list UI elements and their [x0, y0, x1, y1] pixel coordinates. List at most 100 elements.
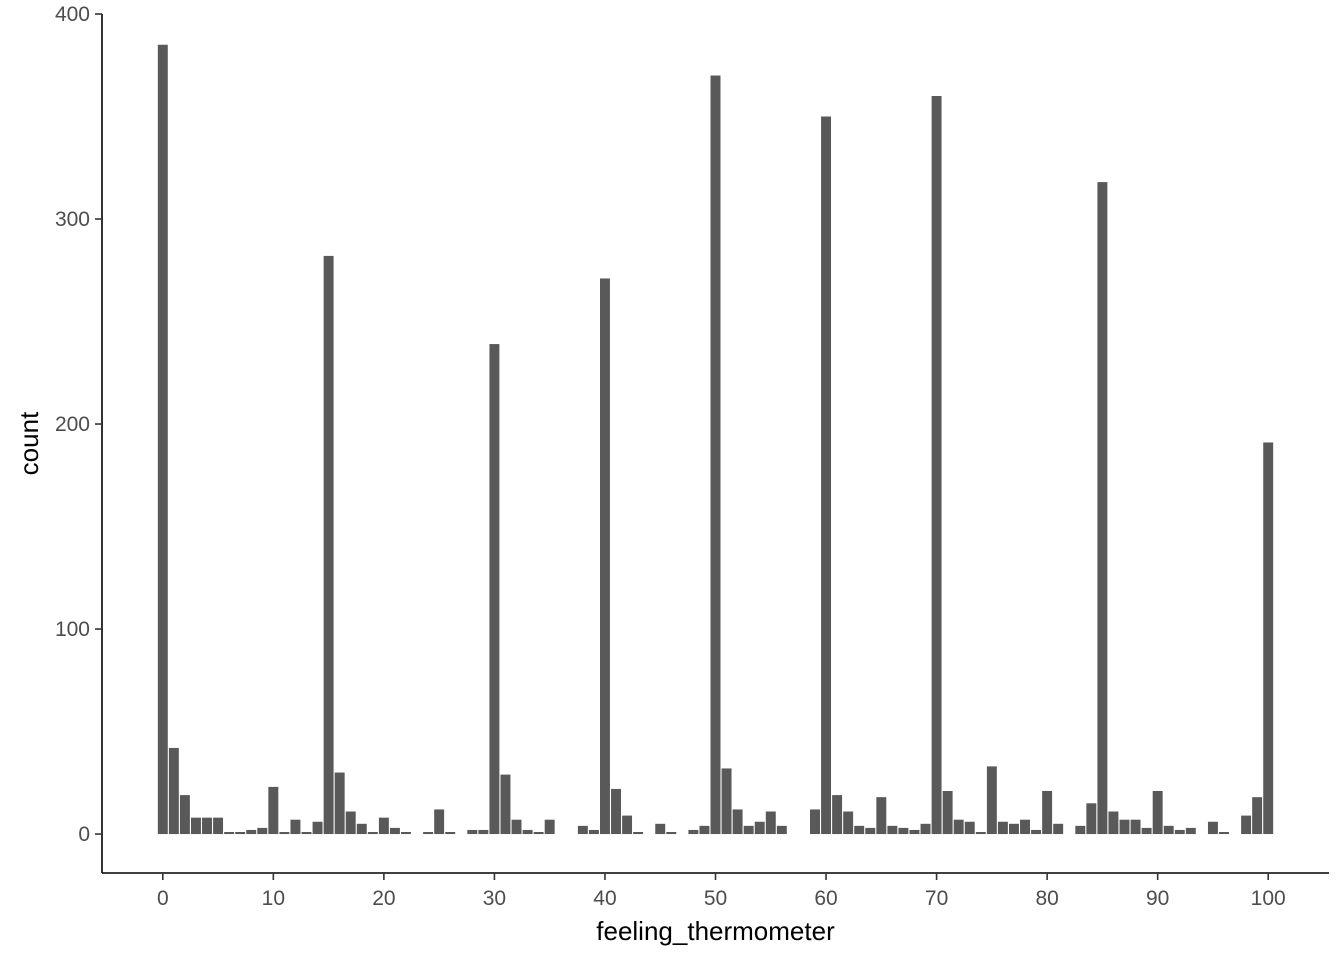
bar-89 — [1141, 827, 1152, 835]
bar-100 — [1263, 442, 1274, 835]
y-tick-label-400: 400 — [55, 3, 90, 26]
bar-50 — [710, 75, 721, 835]
bar-24 — [423, 832, 434, 835]
y-axis-title: count — [14, 411, 44, 475]
x-axis-title: feeling_thermometer — [596, 916, 835, 946]
bar-98 — [1241, 815, 1252, 835]
y-tick-label-0: 0 — [78, 823, 90, 846]
bar-17 — [345, 811, 356, 835]
x-tick-label-50: 50 — [704, 887, 727, 910]
bar-26 — [445, 832, 456, 835]
x-tick-label-70: 70 — [925, 887, 948, 910]
bar-83 — [1075, 825, 1086, 835]
bar-4 — [202, 817, 212, 835]
bar-74 — [975, 832, 986, 835]
bar-43 — [633, 832, 644, 835]
bar-40 — [599, 278, 610, 835]
bar-32 — [511, 819, 522, 835]
x-tick-label-60: 60 — [814, 887, 837, 910]
bar-20 — [378, 817, 389, 835]
bar-18 — [356, 823, 367, 835]
bar-66 — [887, 825, 898, 835]
y-tick-label-200: 200 — [55, 413, 90, 436]
x-tick-label-80: 80 — [1035, 887, 1058, 910]
bar-72 — [953, 819, 964, 835]
bar-69 — [920, 823, 931, 835]
bar-62 — [843, 811, 854, 835]
bar-91 — [1163, 825, 1174, 835]
x-axis-ticks: 0 10 20 30 40 50 60 70 80 90 100 — [157, 873, 1286, 910]
bar-29 — [478, 829, 489, 835]
bar-60 — [821, 116, 832, 835]
bar-21 — [389, 827, 400, 835]
bar-8 — [246, 829, 257, 835]
bar-5 — [213, 817, 224, 835]
bar-78 — [1020, 819, 1030, 835]
bar-61 — [832, 795, 843, 835]
bar-31 — [500, 774, 511, 835]
bar-38 — [577, 825, 588, 835]
bar-34 — [533, 832, 544, 835]
bar-12 — [290, 819, 301, 835]
bar-71 — [942, 791, 953, 835]
y-axis-ticks: 0 100 200 300 400 — [55, 3, 102, 846]
bar-14 — [312, 821, 323, 835]
bar-45 — [655, 823, 666, 835]
bar-76 — [997, 821, 1008, 835]
bar-99 — [1252, 797, 1263, 835]
bar-79 — [1031, 829, 1042, 835]
bar-39 — [588, 829, 599, 835]
bar-68 — [909, 829, 920, 835]
x-tick-label-90: 90 — [1146, 887, 1169, 910]
bar-70 — [931, 96, 942, 835]
bar-55 — [765, 811, 776, 835]
bar-75 — [986, 766, 997, 835]
x-tick-label-0: 0 — [157, 887, 169, 910]
bar-77 — [1008, 823, 1019, 835]
bar-3 — [190, 817, 201, 835]
bar-2 — [179, 795, 190, 835]
bar-49 — [699, 825, 710, 835]
x-tick-label-40: 40 — [593, 887, 616, 910]
bar-48 — [688, 829, 699, 835]
x-tick-label-100: 100 — [1251, 887, 1286, 910]
bar-87 — [1119, 819, 1130, 835]
bar-9 — [257, 827, 268, 835]
bar-0 — [157, 44, 168, 835]
bar-92 — [1174, 829, 1185, 835]
bar-67 — [898, 827, 909, 835]
bar-93 — [1185, 827, 1196, 835]
bar-46 — [666, 832, 677, 835]
bar-33 — [522, 829, 533, 835]
bar-25 — [434, 809, 445, 835]
bar-52 — [732, 809, 743, 835]
bar-90 — [1152, 791, 1163, 835]
bar-73 — [964, 821, 975, 835]
bar-42 — [622, 815, 633, 835]
x-tick-label-20: 20 — [372, 887, 395, 910]
bar-56 — [776, 825, 787, 835]
bar-19 — [367, 832, 378, 835]
bar-96 — [1219, 832, 1229, 835]
bar-10 — [268, 786, 279, 835]
x-tick-label-30: 30 — [483, 887, 506, 910]
bar-41 — [611, 788, 621, 835]
bar-11 — [279, 832, 290, 835]
bar-63 — [854, 825, 865, 835]
bar-65 — [876, 797, 887, 835]
bars-group — [157, 44, 1274, 835]
y-tick-label-100: 100 — [55, 618, 90, 641]
bar-1 — [168, 747, 179, 835]
bar-28 — [467, 829, 478, 835]
bar-30 — [489, 344, 500, 835]
bar-64 — [865, 827, 876, 835]
bar-51 — [721, 768, 732, 835]
bar-15 — [323, 255, 334, 835]
bar-16 — [334, 772, 345, 835]
bar-7 — [235, 832, 246, 835]
y-tick-label-300: 300 — [55, 208, 90, 231]
bar-13 — [301, 832, 312, 835]
x-tick-label-10: 10 — [262, 887, 285, 910]
bar-85 — [1097, 182, 1108, 835]
